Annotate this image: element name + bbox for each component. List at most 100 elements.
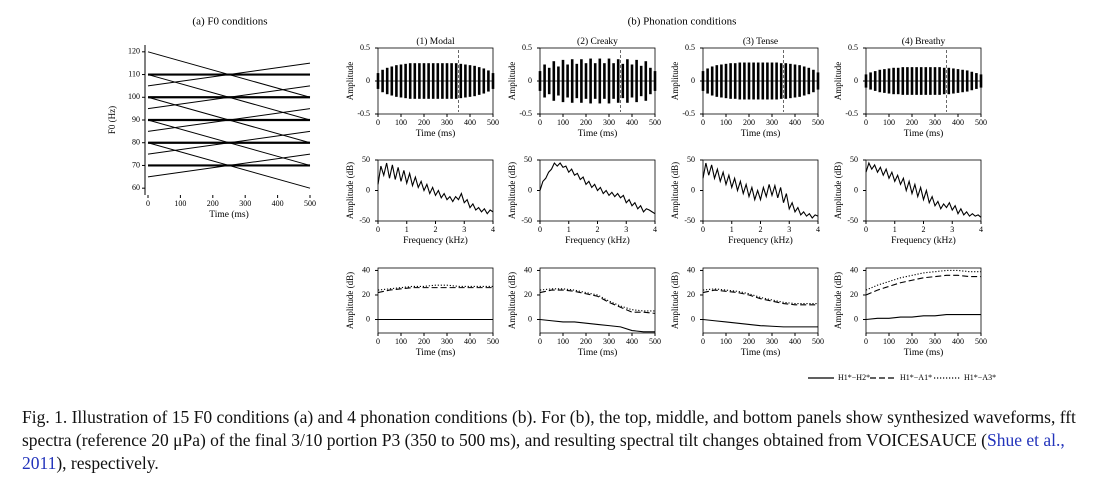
x-tick-label: 400 <box>272 199 284 208</box>
x-axis-label: Time (ms) <box>209 209 249 220</box>
x-tick-label: 2 <box>434 225 438 234</box>
y-tick-label: 0 <box>691 185 695 194</box>
y-tick-label: 0 <box>854 314 858 323</box>
x-axis-label: Frequency (kHz) <box>403 235 468 246</box>
y-tick-label: 0.5 <box>360 43 370 52</box>
x-tick-label: 100 <box>174 199 186 208</box>
line <box>865 314 981 321</box>
y-tick-label: 50 <box>362 155 370 164</box>
x-axis-label: Frequency (kHz) <box>728 235 793 246</box>
y-tick-label: 0 <box>366 76 370 85</box>
x-tick-label: 100 <box>395 118 407 127</box>
x-tick-label: 300 <box>766 337 778 346</box>
x-tick-label: 500 <box>649 118 661 127</box>
y-tick-label: -50 <box>521 216 532 225</box>
y-tick-label: 0 <box>691 314 695 323</box>
legend-label: H1*−A1* <box>900 373 932 382</box>
x-tick-label: 1 <box>893 225 897 234</box>
x-tick-label: 300 <box>603 118 615 127</box>
y-tick-label: 20 <box>362 290 370 299</box>
x-tick-label: 300 <box>441 118 453 127</box>
y-tick-label: 0.5 <box>522 43 532 52</box>
y-axis-label: Amplitude (dB) <box>345 272 355 329</box>
x-tick-label: 0 <box>376 225 380 234</box>
plot-frame <box>702 159 819 222</box>
x-tick-label: 2 <box>596 225 600 234</box>
y-axis-label: Amplitude <box>507 62 517 101</box>
y-tick-label: -0.5 <box>357 109 370 118</box>
x-tick-label: 500 <box>487 337 499 346</box>
figure: (b) Phonation conditions 607080901001101… <box>107 16 996 382</box>
x-tick-label: 100 <box>720 337 732 346</box>
y-tick-label: 20 <box>524 290 532 299</box>
x-tick-label: 0 <box>538 118 542 127</box>
y-tick-label: 40 <box>362 265 370 274</box>
y-tick-label: 20 <box>687 290 695 299</box>
y-axis-label: Amplitude <box>670 62 680 101</box>
plot-frame <box>702 267 819 334</box>
y-axis-label: Amplitude (dB) <box>507 162 517 219</box>
y-tick-label: 110 <box>128 69 140 78</box>
x-tick-label: 0 <box>864 225 868 234</box>
y-tick-label: -50 <box>684 216 695 225</box>
y-axis-label: F0 (Hz) <box>107 106 117 134</box>
x-tick-label: 300 <box>929 337 941 346</box>
plot-frame <box>539 267 656 334</box>
x-tick-label: 3 <box>950 225 954 234</box>
x-axis-label: Time (ms) <box>578 128 618 139</box>
x-axis-label: Time (ms) <box>904 128 944 139</box>
citation: Shue et al., 2011 <box>22 430 1065 473</box>
chart-title: (3) Tense <box>743 36 778 47</box>
y-tick-label: 100 <box>128 92 140 101</box>
x-tick-label: 400 <box>952 337 964 346</box>
x-tick-label: 400 <box>464 118 476 127</box>
x-tick-label: 0 <box>376 118 380 127</box>
y-tick-label: 50 <box>524 155 532 164</box>
y-axis-label: Amplitude (dB) <box>670 162 680 219</box>
line <box>147 130 311 155</box>
line <box>702 288 818 305</box>
x-tick-label: 200 <box>743 118 755 127</box>
x-tick-label: 1 <box>730 225 734 234</box>
y-axis-label: Amplitude (dB) <box>670 272 680 329</box>
y-tick-label: 0 <box>366 185 370 194</box>
x-tick-label: 100 <box>557 118 569 127</box>
line <box>377 284 493 291</box>
y-tick-label: 0 <box>854 185 858 194</box>
x-tick-label: 2 <box>759 225 763 234</box>
y-tick-label: 90 <box>132 115 140 124</box>
x-tick-label: 500 <box>487 118 499 127</box>
caption: Fig. 1. Illustration of 15 F0 conditions… <box>22 406 1082 475</box>
x-tick-label: 0 <box>538 225 542 234</box>
y-tick-label: -50 <box>359 216 370 225</box>
y-tick-label: 0 <box>528 314 532 323</box>
y-tick-label: 50 <box>687 155 695 164</box>
x-tick-label: 4 <box>979 225 983 234</box>
y-tick-label: 50 <box>850 155 858 164</box>
x-tick-label: 4 <box>816 225 820 234</box>
y-tick-label: 0.5 <box>848 43 858 52</box>
line <box>702 289 818 306</box>
y-axis-label: Amplitude <box>833 62 843 101</box>
x-axis-label: Time (ms) <box>741 128 781 139</box>
x-tick-label: 100 <box>883 337 895 346</box>
caption-text: Fig. 1. Illustration of 15 F0 conditions… <box>22 407 1076 450</box>
line <box>702 318 818 328</box>
x-axis-label: Frequency (kHz) <box>891 235 956 246</box>
y-tick-label: 0.5 <box>685 43 695 52</box>
x-axis-label: Time (ms) <box>578 347 618 358</box>
x-tick-label: 400 <box>626 337 638 346</box>
line <box>865 161 982 218</box>
y-tick-label: 80 <box>132 138 140 147</box>
y-tick-label: -0.5 <box>519 109 532 118</box>
y-tick-label: 40 <box>524 265 532 274</box>
x-tick-label: 400 <box>789 337 801 346</box>
y-axis-label: Amplitude <box>345 62 355 101</box>
x-tick-label: 500 <box>975 337 987 346</box>
plot-frame <box>377 159 494 222</box>
x-tick-label: 0 <box>701 225 705 234</box>
x-tick-label: 500 <box>975 118 987 127</box>
line <box>702 162 819 219</box>
x-tick-label: 300 <box>239 199 251 208</box>
